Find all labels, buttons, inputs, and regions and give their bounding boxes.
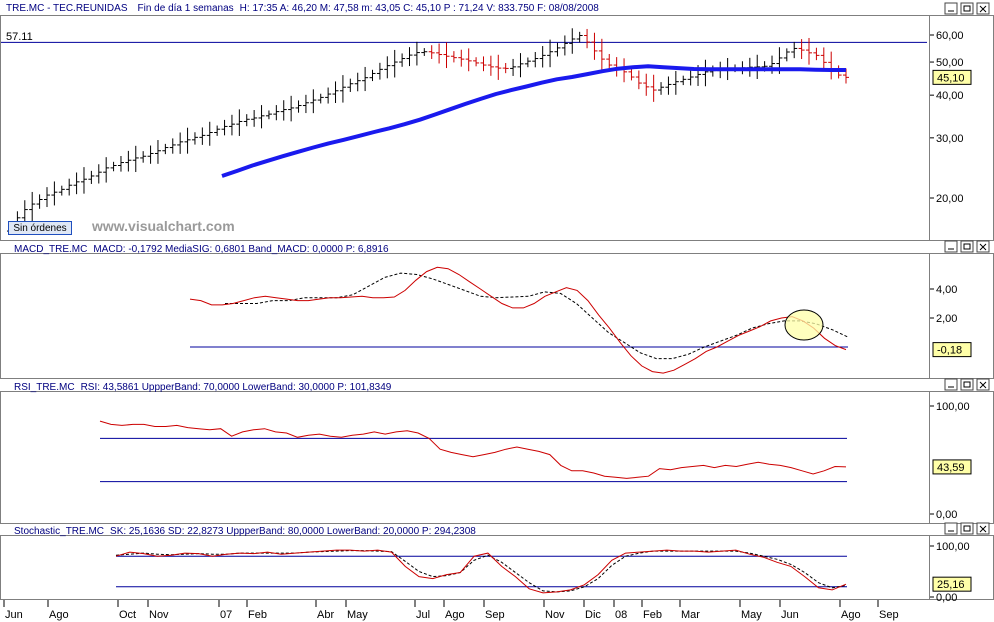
x-axis-label: Abr (317, 609, 334, 621)
x-axis-label: May (347, 609, 368, 621)
macd-header: MACD_TRE.MC MACD: -0,1792 MediaSIG: 0,680… (14, 244, 389, 255)
window-buttons (944, 2, 990, 535)
x-axis-label: Nov (149, 609, 169, 621)
price-stats: H: 17:35 A: 46,20 M: 47,58 m: 43,05 C: 4… (240, 3, 600, 14)
price-y-tick-label: 60,00 (936, 30, 964, 42)
rsi-panel-frame (0, 391, 994, 524)
maximize-icon (963, 243, 971, 250)
price-y-tick-label: 30,00 (936, 133, 964, 145)
price-header: TRE.MC - TEC.REUNIDAS Fin de día 1 semana… (6, 3, 599, 14)
maximize-icon (963, 525, 971, 532)
rsi-last-value: 43,59 (937, 462, 965, 474)
close-icon (979, 5, 987, 13)
stoch-y-tick-label: 100,00 (936, 541, 970, 553)
window-minimize-button (944, 2, 958, 15)
window-maximize-button (960, 378, 974, 391)
rsi-y-tick-label: 100,00 (936, 401, 970, 413)
rsi-last-value-box (932, 459, 972, 475)
stoch-stats: SK: 25,1636 SD: 22,8273 UppperBand: 80,0… (110, 526, 476, 537)
x-axis-label: Sep (485, 609, 505, 621)
stoch-last-value-box (932, 576, 972, 592)
macd-last-value-box (932, 342, 972, 358)
stoch-panel-frame (0, 535, 994, 600)
x-axis-label: 07 (220, 609, 232, 621)
price-last-value-box (932, 69, 972, 85)
stoch-sk-line (115, 549, 847, 594)
watermark: www.visualchart.com (91, 218, 235, 234)
x-axis-label: Ago (841, 609, 861, 621)
rsi-y-tick-label: 0,00 (936, 509, 957, 521)
window-minimize-button (944, 240, 958, 253)
window-maximize-button (960, 240, 974, 253)
price-plot (1, 28, 927, 235)
macd-stats: MACD: -0,1792 MediaSIG: 0,6801 Band_MACD… (93, 244, 389, 255)
stoch-y-tick-label: 0,00 (936, 592, 957, 604)
level-label: 57.11 (6, 31, 33, 43)
price-y-tick-label: 50,00 (936, 57, 964, 69)
macd-name: MACD_TRE.MC (14, 244, 87, 255)
x-axis-label: May (741, 609, 762, 621)
orders-button[interactable]: Sin órdenes (8, 221, 72, 235)
x-axis-label: Jul (416, 609, 430, 621)
x-axis-label: Mar (681, 609, 700, 621)
symbol-label: TRE.MC - TEC.REUNIDAS (6, 3, 128, 14)
x-axis-label: Sep (879, 609, 899, 621)
macd-last-value: -0,18 (937, 345, 962, 357)
x-axis-label: Oct (119, 609, 136, 621)
maximize-icon (963, 5, 971, 12)
rsi-stats: RSI: 43,5861 UppperBand: 70,0000 LowerBa… (81, 382, 392, 393)
stoch-plot (115, 549, 847, 594)
window-maximize-button (960, 2, 974, 15)
rsi-header: RSI_TRE.MC RSI: 43,5861 UppperBand: 70,00… (14, 382, 392, 393)
rsi-plot (99, 420, 847, 483)
close-icon (979, 381, 987, 389)
price-last-value: 45,10 (937, 72, 965, 84)
close-icon (979, 243, 987, 251)
x-axis-label: Jun (5, 609, 23, 621)
crossover-highlight (784, 309, 824, 341)
x-axis-label: Feb (248, 609, 267, 621)
panel-frames (0, 15, 994, 600)
macd-y-tick-label: 4,00 (936, 284, 957, 296)
x-axis-label: Jun (781, 609, 799, 621)
x-axis-label: 08 (615, 609, 627, 621)
price-y-tick-label: 20,00 (936, 193, 964, 205)
x-axis: Jun Ago Oct Nov 07 Feb Abr May Jul Ago Sep Nov Dic 08… (3, 600, 899, 621)
window-minimize-button (944, 378, 958, 391)
rsi-line (99, 420, 847, 479)
x-axis-label: Feb (643, 609, 662, 621)
x-axis-label: Ago (445, 609, 465, 621)
y-axes: 60,00 50,00 40,00 30,00 20,00 4,00 2,00 100,00 0… (930, 30, 972, 604)
x-axis-label: Ago (49, 609, 69, 621)
macd-y-tick-label: 2,00 (936, 313, 957, 325)
window-maximize-button (960, 522, 974, 535)
maximize-icon (963, 381, 971, 388)
stoch-name: Stochastic_TRE.MC (14, 526, 104, 537)
period-label: Fin de día 1 semanas (138, 3, 234, 14)
x-axis-label: Dic (585, 609, 601, 621)
window-minimize-button (944, 522, 958, 535)
close-icon (979, 525, 987, 533)
price-panel-frame (0, 15, 994, 241)
macd-signal-line (225, 272, 849, 360)
macd-panel-frame (0, 253, 994, 379)
macd-plot (189, 266, 849, 374)
x-axis-label: Nov (545, 609, 565, 621)
moving-average-line (221, 64, 846, 178)
rsi-name: RSI_TRE.MC (14, 382, 75, 393)
stoch-header: Stochastic_TRE.MC SK: 25,1636 SD: 22,8273… (14, 526, 476, 537)
macd-line (189, 266, 847, 374)
stoch-last-value: 25,16 (937, 579, 965, 591)
price-y-tick-label: 40,00 (936, 90, 964, 102)
stoch-sd-line (115, 550, 847, 593)
